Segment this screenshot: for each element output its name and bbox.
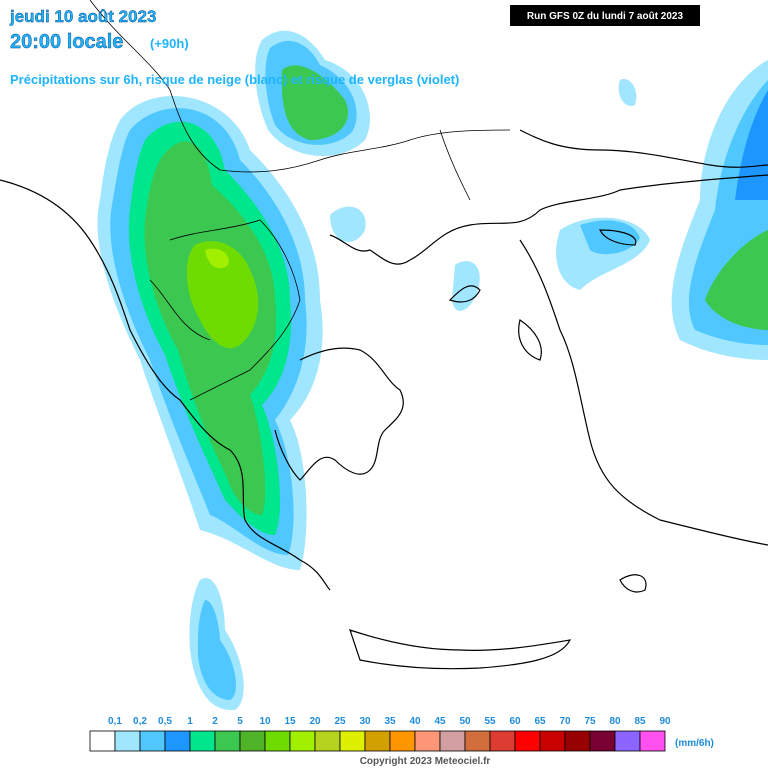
legend-label: 10 (259, 716, 271, 727)
legend-label: 65 (534, 716, 546, 727)
borders (89, 0, 511, 401)
legend-label: 55 (484, 716, 496, 727)
legend-swatch (514, 730, 541, 752)
legend-label: 25 (334, 716, 346, 727)
legend-swatch (139, 730, 166, 752)
time: 20:00 locale (10, 31, 123, 53)
legend-swatch (114, 730, 141, 752)
subtitle: Précipitations sur 6h, risque de neige (… (10, 72, 459, 87)
run-box (510, 5, 700, 26)
legend-label: 70 (559, 716, 571, 727)
legend-swatch (89, 730, 116, 752)
legend-swatch (289, 730, 316, 752)
legend-swatch (214, 730, 241, 752)
legend-swatch (264, 730, 291, 752)
legend-swatch (539, 730, 566, 752)
legend-label: 0,1 (108, 716, 122, 727)
legend: 0,1 0,2 0,5 1 2 5 10 15 20 25 30 35 40 45 50 55 60 65 70 75… (89, 716, 671, 752)
legend-swatch (489, 730, 516, 752)
legend-label: 45 (434, 716, 446, 727)
legend-label: 75 (584, 716, 596, 727)
lead-time: (+90h) (150, 36, 189, 51)
legend-swatch (439, 730, 466, 752)
legend-label: 15 (284, 716, 296, 727)
legend-label: 2 (212, 716, 218, 727)
legend-swatch (189, 730, 216, 752)
legend-label: 85 (634, 716, 646, 727)
legend-swatch (564, 730, 591, 752)
date: jeudi 10 août 2023 (9, 7, 156, 26)
legend-label: 30 (359, 716, 371, 727)
legend-label: 50 (459, 716, 471, 727)
legend-label: 1 (187, 716, 193, 727)
legend-unit: (mm/6h) (675, 738, 714, 749)
legend-label: 20 (309, 716, 321, 727)
legend-swatch (239, 730, 266, 752)
legend-swatch (389, 730, 416, 752)
legend-swatch (164, 730, 191, 752)
run-label: Run GFS 0Z du lundi 7 août 2023 (527, 11, 684, 22)
copyright: Copyright 2023 Meteociel.fr (360, 756, 491, 767)
legend-label: 0,5 (158, 716, 172, 727)
legend-swatch (364, 730, 391, 752)
precipitation (97, 30, 768, 711)
legend-swatch (414, 730, 441, 752)
legend-label: 0,2 (133, 716, 147, 727)
legend-swatch (589, 730, 616, 752)
legend-label: 90 (659, 716, 671, 727)
legend-label: 80 (609, 716, 621, 727)
legend-swatch (614, 730, 641, 752)
legend-label: 5 (237, 716, 243, 727)
legend-swatch (314, 730, 341, 752)
legend-label: 35 (384, 716, 396, 727)
legend-label: 60 (509, 716, 521, 727)
legend-label: 40 (409, 716, 421, 727)
coastlines (0, 129, 768, 670)
legend-swatch (339, 730, 366, 752)
legend-swatch (639, 730, 666, 752)
legend-swatch (464, 730, 491, 752)
